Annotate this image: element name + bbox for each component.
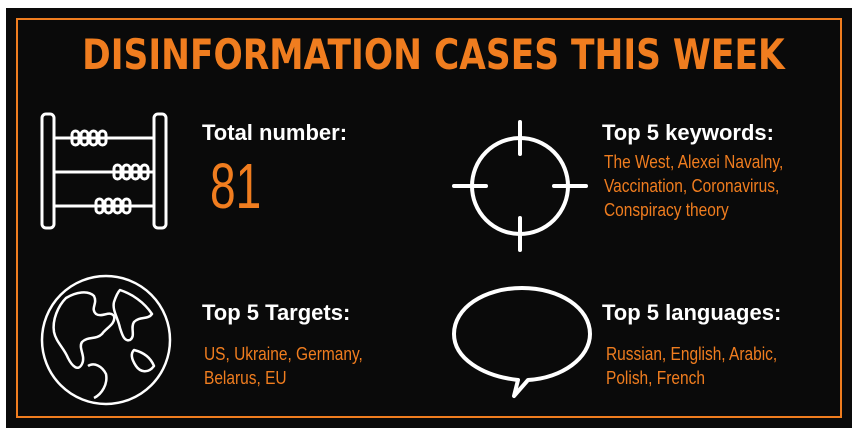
abacus-icon xyxy=(40,112,168,230)
infographic-panel: DISINFORMATION CASES THIS WEEK Total num… xyxy=(6,8,852,428)
keywords-line-3: Conspiracy theory xyxy=(604,200,729,220)
page-title: DISINFORMATION CASES THIS WEEK xyxy=(82,30,785,79)
targets-heading: Top 5 Targets: xyxy=(202,300,351,325)
targets-line-1: US, Ukraine, Germany, xyxy=(204,344,363,364)
languages-heading: Top 5 languages: xyxy=(602,300,782,325)
keywords-heading: Top 5 keywords: xyxy=(602,120,774,145)
globe-icon xyxy=(40,274,172,406)
speech-bubble-icon xyxy=(452,286,592,398)
crosshair-icon xyxy=(452,120,588,252)
languages-list: Russian, English, Arabic, Polish, French xyxy=(606,342,777,390)
keywords-list: The West, Alexei Navalny, Vaccination, C… xyxy=(604,150,783,222)
targets-line-2: Belarus, EU xyxy=(204,368,287,388)
panel-border xyxy=(16,18,842,418)
keywords-line-2: Vaccination, Coronavirus, xyxy=(604,176,780,196)
targets-list: US, Ukraine, Germany, Belarus, EU xyxy=(204,342,363,390)
languages-line-1: Russian, English, Arabic, xyxy=(606,344,778,364)
total-value: 81 xyxy=(210,150,262,222)
total-heading: Total number: xyxy=(202,120,348,145)
languages-line-2: Polish, French xyxy=(606,368,705,388)
keywords-line-1: The West, Alexei Navalny, xyxy=(604,152,784,172)
